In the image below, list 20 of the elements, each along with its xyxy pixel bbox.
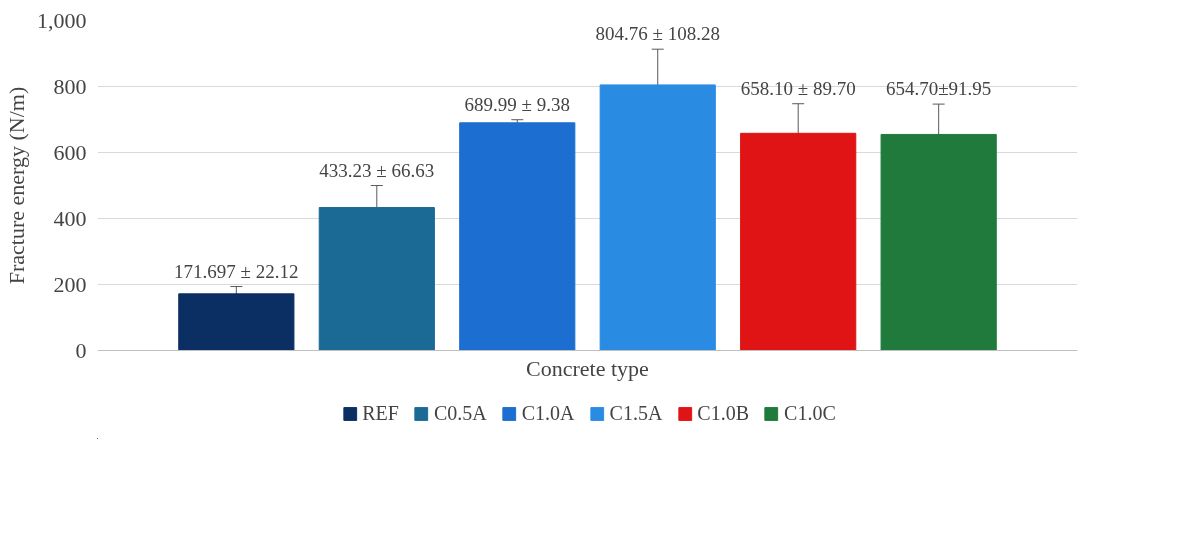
- y-tick-label: 0: [75, 337, 87, 363]
- y-tick-label: 400: [53, 205, 87, 231]
- data-label: 433.23 ± 66.63: [319, 159, 435, 181]
- data-label: 804.76 ± 108.28: [595, 23, 720, 45]
- legend-label: C1.0B: [697, 401, 750, 425]
- y-tick-label: 800: [53, 73, 87, 99]
- legend-label: C0.5A: [433, 401, 487, 425]
- data-label: 171.697 ± 22.12: [174, 260, 299, 282]
- x-axis-title: Concrete type: [526, 355, 649, 381]
- legend-label: C1.0C: [784, 401, 836, 425]
- data-label: 658.10 ± 89.70: [740, 77, 856, 99]
- y-tick-label: 200: [53, 271, 87, 297]
- y-tick-label: 1,000: [37, 7, 87, 33]
- legend-label: REF: [362, 401, 399, 425]
- data-label: 654.70±91.95: [885, 78, 992, 100]
- data-label: 689.99 ± 9.38: [464, 93, 570, 115]
- legend-label: C1.5A: [609, 401, 663, 425]
- y-tick-label: 600: [53, 139, 87, 165]
- legend-label: C1.0A: [521, 401, 575, 425]
- y-axis-title: Fracture energy (N/m): [4, 86, 29, 285]
